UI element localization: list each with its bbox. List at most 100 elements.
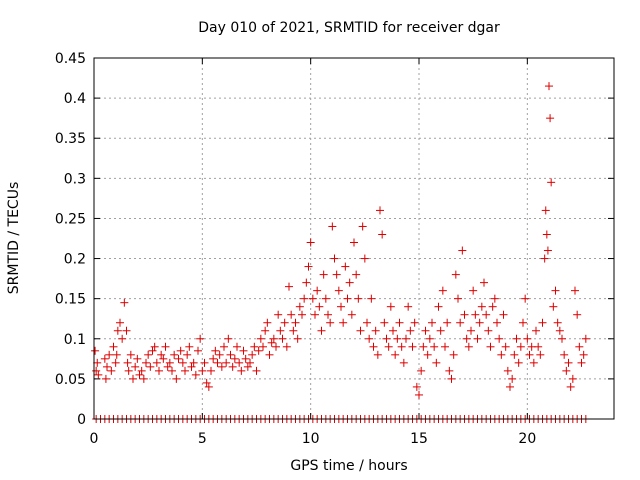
data-point <box>191 370 200 379</box>
y-tick-label: 0.15 <box>55 292 86 308</box>
data-point <box>254 346 263 355</box>
data-point <box>543 246 552 255</box>
data-point <box>445 366 454 375</box>
data-point <box>501 342 510 351</box>
data-point <box>506 382 514 391</box>
data-point <box>521 294 530 303</box>
data-point <box>272 342 280 351</box>
data-point <box>536 350 545 359</box>
data-point <box>395 318 404 327</box>
data-point <box>224 334 233 343</box>
data-point <box>317 326 326 335</box>
data-point <box>129 374 137 383</box>
data-point <box>410 318 419 327</box>
data-point <box>399 358 408 367</box>
data-point <box>131 362 140 371</box>
data-point <box>538 318 547 327</box>
data-point <box>558 334 566 343</box>
data-point <box>100 354 109 363</box>
data-point <box>274 310 283 319</box>
data-point <box>532 326 540 335</box>
data-point <box>525 350 534 359</box>
data-point <box>475 318 484 327</box>
data-point <box>393 334 402 343</box>
data-point <box>553 318 562 327</box>
data-point <box>122 326 131 335</box>
data-point <box>549 302 558 311</box>
data-point <box>477 302 486 311</box>
data-point <box>313 286 322 295</box>
y-tick-label: 0.05 <box>55 372 86 388</box>
data-point <box>436 326 445 335</box>
data-point <box>451 270 460 279</box>
y-tick-label: 0.45 <box>55 51 86 67</box>
data-point <box>174 354 183 363</box>
data-point <box>482 310 491 319</box>
data-point <box>123 358 132 367</box>
data-point <box>579 350 588 359</box>
data-point <box>497 350 506 359</box>
data-point <box>304 262 313 271</box>
data-point <box>347 310 356 319</box>
data-point <box>480 278 488 287</box>
data-point <box>577 358 586 367</box>
data-point <box>126 350 135 359</box>
data-point <box>581 334 590 343</box>
data-point <box>458 246 467 255</box>
data-point <box>319 270 328 279</box>
data-point <box>148 346 157 355</box>
data-point <box>484 326 493 335</box>
data-point <box>246 358 254 367</box>
data-point <box>473 334 482 343</box>
data-point <box>546 114 555 123</box>
data-point <box>345 278 354 287</box>
data-point <box>363 318 371 327</box>
data-point <box>540 254 549 263</box>
data-point <box>135 370 144 379</box>
data-point <box>311 310 319 319</box>
data-point <box>150 342 159 351</box>
data-point <box>293 334 302 343</box>
data-point <box>276 326 285 335</box>
data-point <box>243 362 252 371</box>
data-point <box>107 366 116 375</box>
data-point <box>112 350 121 359</box>
data-point <box>486 342 495 351</box>
data-point <box>269 334 278 343</box>
data-point <box>354 294 363 303</box>
x-tick-label: 15 <box>410 431 428 447</box>
data-point <box>417 366 426 375</box>
data-point <box>176 346 185 355</box>
data-point <box>447 374 456 383</box>
data-point <box>204 382 213 391</box>
data-point <box>412 382 421 391</box>
data-point <box>161 342 170 351</box>
data-point <box>237 366 246 375</box>
data-point <box>386 302 395 311</box>
data-point <box>170 350 179 359</box>
data-point <box>402 334 410 343</box>
data-point <box>157 350 166 359</box>
data-point <box>168 366 176 375</box>
data-point <box>113 326 122 335</box>
data-point <box>365 334 374 343</box>
data-point <box>198 366 207 375</box>
data-point <box>523 334 532 343</box>
y-tick-label: 0.25 <box>55 211 86 227</box>
x-tick-label: 10 <box>302 431 320 447</box>
data-point <box>302 278 311 287</box>
data-point <box>265 350 274 359</box>
data-point <box>155 366 163 375</box>
y-axis-label: SRMTID / TECUs <box>6 182 22 295</box>
y-tick-label: 0.35 <box>55 131 86 147</box>
data-point <box>389 326 397 335</box>
data-point <box>124 366 133 375</box>
data-point <box>93 358 102 367</box>
data-point <box>103 362 111 371</box>
data-point <box>222 358 231 367</box>
data-point <box>573 310 582 319</box>
data-point <box>324 310 332 319</box>
data-point <box>91 346 100 355</box>
